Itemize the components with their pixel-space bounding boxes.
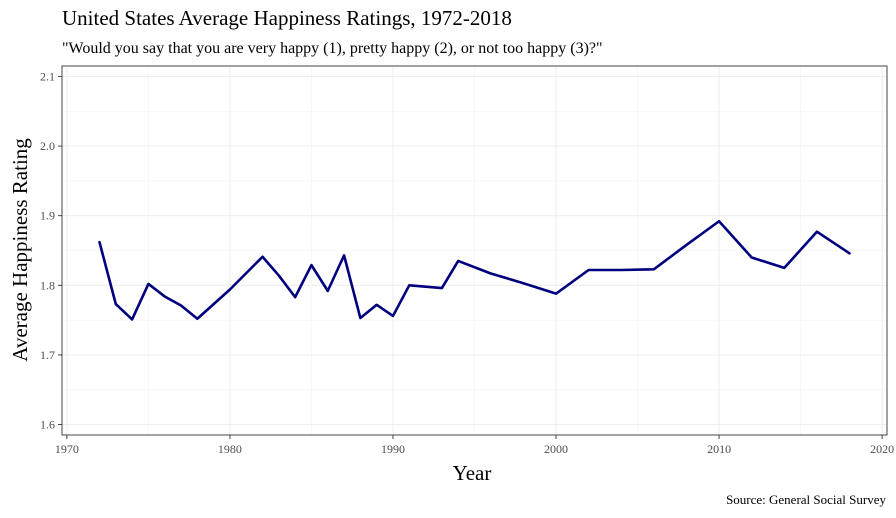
- y-axis-title: Average Happiness Rating: [8, 138, 32, 362]
- x-tick-label: 2010: [707, 442, 731, 456]
- chart-subtitle: "Would you say that you are very happy (…: [62, 40, 603, 57]
- y-tick-label: 1.7: [40, 348, 55, 362]
- series-layer: [98, 219, 851, 321]
- x-tick-label: 2000: [544, 442, 568, 456]
- y-axis: 1.6 1.7 1.8 1.9 2.0 2.1: [40, 69, 62, 432]
- source-caption: Source: General Social Survey: [726, 492, 886, 507]
- x-axis: 1970 1980 1990 2000 2010 2020: [55, 435, 894, 456]
- grid: [62, 66, 887, 435]
- x-tick-label: 1970: [55, 442, 79, 456]
- y-tick-label: 2.1: [40, 69, 55, 83]
- plot-panel: [61, 65, 888, 436]
- x-tick-label: 1990: [381, 442, 405, 456]
- chart-title: United States Average Happiness Ratings,…: [62, 6, 512, 30]
- y-tick-label: 1.6: [40, 418, 55, 432]
- happiness-series-line: [98, 219, 851, 321]
- x-tick-label: 2020: [870, 442, 894, 456]
- y-tick-label: 1.9: [40, 209, 55, 223]
- y-tick-label: 1.8: [40, 278, 55, 292]
- x-axis-title: Year: [453, 461, 492, 485]
- x-tick-label: 1980: [218, 442, 242, 456]
- y-tick-label: 2.0: [40, 139, 55, 153]
